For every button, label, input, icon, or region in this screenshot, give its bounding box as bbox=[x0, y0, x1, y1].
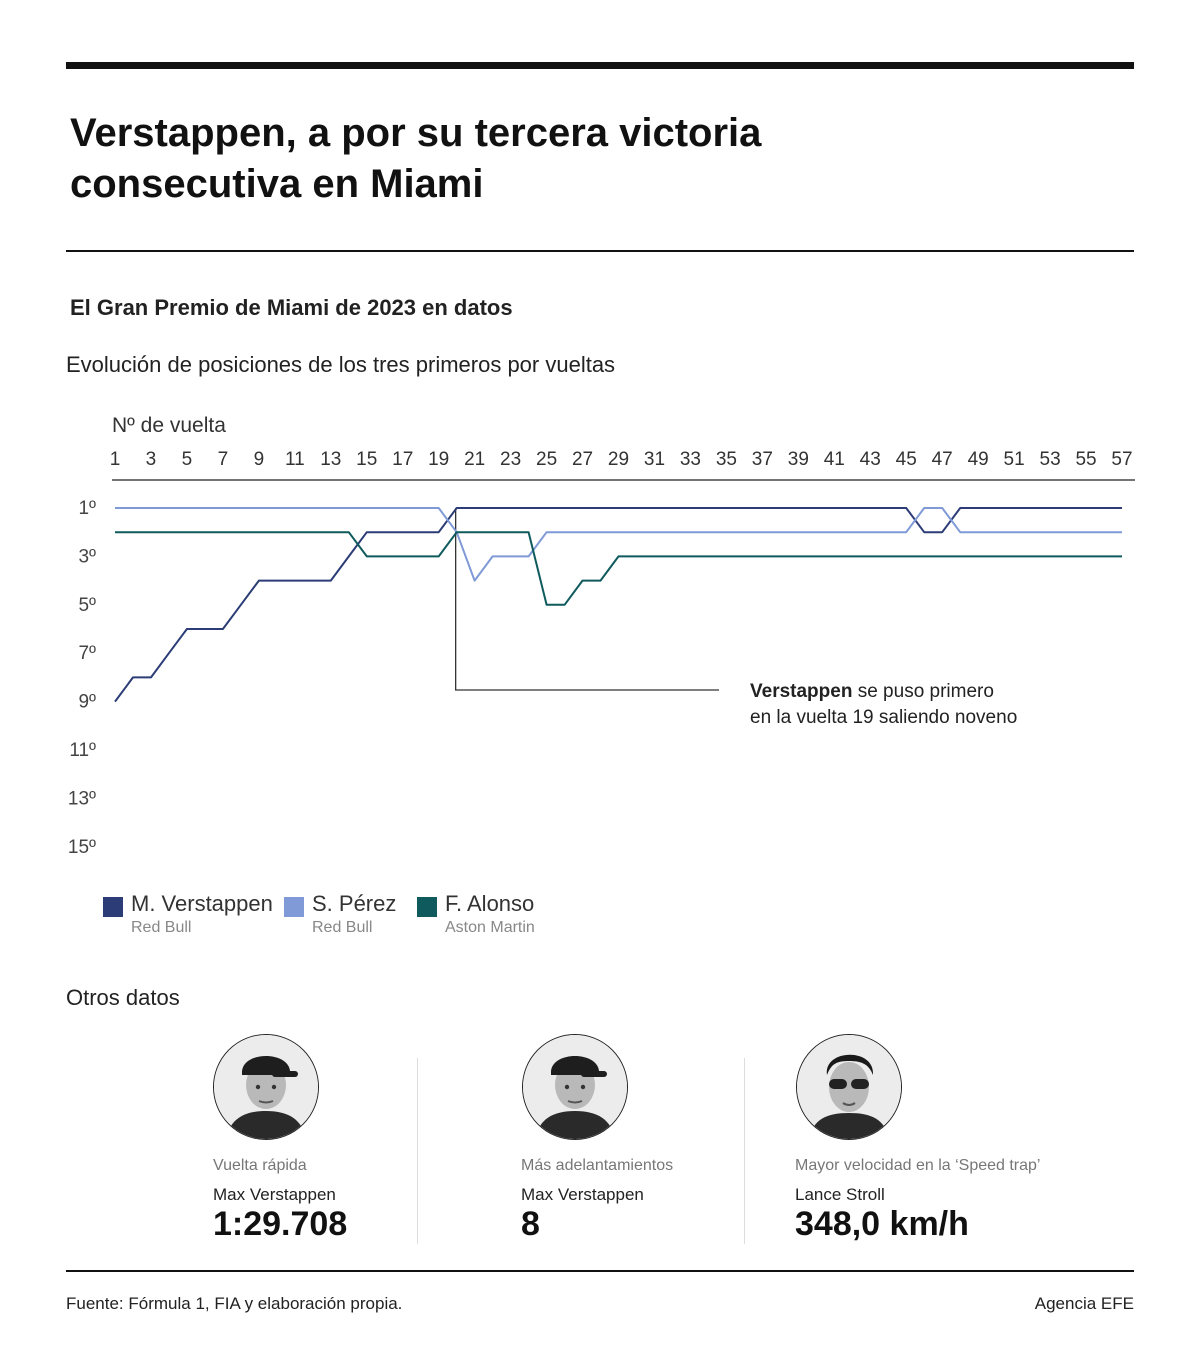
legend-name: M. Verstappen bbox=[131, 891, 273, 916]
y-tick-label: 3º bbox=[78, 546, 96, 567]
card-label: Más adelantamientos bbox=[521, 1157, 674, 1174]
legend-team: Red Bull bbox=[131, 919, 192, 936]
x-tick-label: 31 bbox=[644, 449, 665, 470]
x-tick-label: 19 bbox=[428, 449, 449, 470]
legend-swatch bbox=[284, 897, 304, 917]
x-tick-label: 39 bbox=[788, 449, 809, 470]
series-line-perez bbox=[115, 507, 1122, 582]
x-tick-label: 17 bbox=[392, 449, 413, 470]
card-separator bbox=[417, 1058, 418, 1244]
divider bbox=[66, 250, 1134, 252]
legend-swatch bbox=[103, 897, 123, 917]
card-driver-name: Max Verstappen bbox=[213, 1185, 336, 1204]
x-tick-label: 49 bbox=[968, 449, 989, 470]
x-tick-label: 57 bbox=[1111, 449, 1132, 470]
x-tick-label: 25 bbox=[536, 449, 557, 470]
driver-avatar-stroll bbox=[796, 1034, 902, 1140]
x-tick-label: 5 bbox=[182, 449, 193, 470]
page-subtitle: El Gran Premio de Miami de 2023 en datos bbox=[70, 295, 513, 320]
x-tick-label: 53 bbox=[1040, 449, 1061, 470]
legend-team: Aston Martin bbox=[445, 919, 535, 936]
x-tick-label: 47 bbox=[932, 449, 953, 470]
x-tick-label: 51 bbox=[1004, 449, 1025, 470]
annotation-text: en la vuelta 19 saliendo noveno bbox=[750, 707, 1017, 728]
footer-divider bbox=[66, 1270, 1134, 1272]
x-tick-label: 15 bbox=[356, 449, 377, 470]
legend-swatch bbox=[417, 897, 437, 917]
series-line-verstappen bbox=[114, 507, 1122, 703]
y-tick-label: 13º bbox=[68, 788, 96, 809]
x-tick-label: 35 bbox=[716, 449, 737, 470]
x-tick-label: 37 bbox=[752, 449, 773, 470]
x-tick-label: 29 bbox=[608, 449, 629, 470]
x-tick-label: 13 bbox=[320, 449, 341, 470]
card-driver-name: Max Verstappen bbox=[521, 1185, 644, 1204]
chart-title: Evolución de posiciones de los tres prim… bbox=[66, 352, 616, 377]
x-tick-label: 3 bbox=[146, 449, 157, 470]
source-note: Fuente: Fórmula 1, FIA y elaboración pro… bbox=[66, 1294, 403, 1313]
driver-avatar-verstappen bbox=[213, 1034, 319, 1140]
driver-portrait-icon bbox=[797, 1035, 901, 1139]
y-tick-label: 11º bbox=[69, 740, 96, 761]
x-tick-label: 33 bbox=[680, 449, 701, 470]
card-value: 1:29.708 bbox=[213, 1205, 348, 1243]
x-tick-label: 23 bbox=[500, 449, 521, 470]
annotation-leader-line bbox=[455, 508, 719, 691]
y-tick-label: 7º bbox=[78, 643, 96, 664]
x-tick-label: 55 bbox=[1075, 449, 1096, 470]
section-heading-otros: Otros datos bbox=[66, 985, 180, 1010]
y-tick-label: 9º bbox=[78, 692, 96, 713]
x-tick-label: 21 bbox=[464, 449, 485, 470]
annotation-text: Verstappen se puso primero bbox=[750, 681, 994, 702]
driver-portrait-icon bbox=[214, 1035, 318, 1139]
legend-team: Red Bull bbox=[312, 919, 373, 936]
position-chart: 1 3 5 7 9 11 13 15 17 19 21 23 25 27 29 31 33 35 37 39 41 43 4… bbox=[68, 449, 1135, 858]
x-tick-label: 7 bbox=[218, 449, 229, 470]
driver-avatar-verstappen bbox=[522, 1034, 628, 1140]
card-value: 348,0 km/h bbox=[795, 1205, 969, 1243]
top-rule bbox=[66, 62, 1134, 69]
driver-portrait-icon bbox=[523, 1035, 627, 1139]
series-line-alonso bbox=[115, 531, 1122, 606]
x-tick-label: 9 bbox=[254, 449, 265, 470]
x-tick-label: 43 bbox=[860, 449, 881, 470]
agency-credit: Agencia EFE bbox=[1034, 1294, 1134, 1313]
y-tick-label: 15º bbox=[68, 837, 96, 858]
card-driver-name: Lance Stroll bbox=[795, 1185, 885, 1204]
legend-name: S. Pérez bbox=[312, 891, 397, 916]
x-tick-label: 27 bbox=[572, 449, 593, 470]
x-axis-label: Nº de vuelta bbox=[112, 414, 226, 437]
card-label: Vuelta rápida bbox=[213, 1157, 307, 1174]
x-tick-label: 41 bbox=[824, 449, 845, 470]
x-tick-label: 1 bbox=[110, 449, 121, 470]
page-title: Verstappen, a por su tercera victoria co… bbox=[70, 111, 762, 206]
card-separator bbox=[744, 1058, 745, 1244]
y-tick-label: 1º bbox=[78, 498, 96, 519]
x-tick-label: 45 bbox=[896, 449, 917, 470]
legend-name: F. Alonso bbox=[445, 891, 535, 916]
y-tick-label: 5º bbox=[78, 595, 96, 616]
card-label: Mayor velocidad en la ‘Speed trap’ bbox=[795, 1157, 1041, 1174]
x-tick-label: 11 bbox=[285, 449, 305, 470]
card-value: 8 bbox=[521, 1205, 540, 1243]
